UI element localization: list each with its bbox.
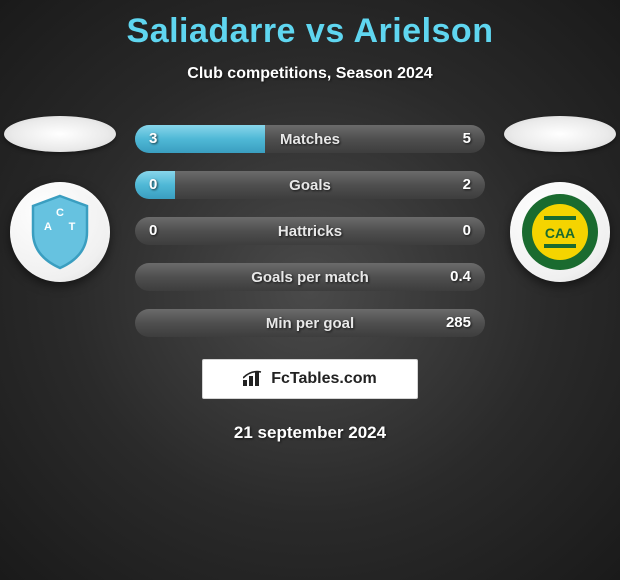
stat-row: 0 Hattricks 0: [135, 217, 485, 245]
subtitle: Club competitions, Season 2024: [0, 65, 620, 83]
crest-letter-a: A: [44, 221, 52, 233]
badge-stripe-2: [544, 244, 576, 248]
brand-name: FcTables.com: [271, 370, 377, 388]
stat-row: 3 Matches 5: [135, 125, 485, 153]
crest-letter-c: C: [56, 207, 64, 219]
stat-value-left: 3: [149, 125, 157, 153]
round-badge-icon: CAA: [518, 190, 602, 274]
left-club-crest: C A T: [10, 182, 110, 282]
page-title: Saliadarre vs Arielson: [0, 12, 620, 51]
stat-label: Goals per match: [251, 269, 369, 286]
stat-label: Hattricks: [278, 223, 342, 240]
left-badge-column: C A T: [0, 116, 130, 282]
stat-value-left: 0: [149, 217, 157, 245]
stat-row: Goals per match 0.4: [135, 263, 485, 291]
stat-label: Goals: [289, 177, 331, 194]
vs-separator: vs: [306, 12, 345, 50]
date-text: 21 september 2024: [0, 423, 620, 443]
crest-letter-t: T: [69, 221, 76, 233]
brand-box[interactable]: FcTables.com: [202, 359, 418, 399]
stat-value-right: 0: [463, 217, 471, 245]
stat-value-right: 2: [463, 171, 471, 199]
right-country-flag: [504, 116, 616, 152]
left-country-flag: [4, 116, 116, 152]
stat-value-right: 5: [463, 125, 471, 153]
right-badge-column: CAA: [490, 116, 620, 282]
stat-value-right: 0.4: [450, 263, 471, 291]
badge-stripe-1: [544, 216, 576, 220]
stat-label: Matches: [280, 131, 340, 148]
comparison-card: Saliadarre vs Arielson Club competitions…: [0, 0, 620, 580]
player1-name: Saliadarre: [127, 12, 296, 50]
player2-name: Arielson: [353, 12, 493, 50]
bar-chart-icon: [243, 370, 265, 388]
stat-value-left: 0: [149, 171, 157, 199]
right-club-crest: CAA: [510, 182, 610, 282]
stat-label: Min per goal: [266, 315, 354, 332]
stat-row: 0 Goals 2: [135, 171, 485, 199]
stat-row: Min per goal 285: [135, 309, 485, 337]
badge-letters: CAA: [545, 225, 575, 241]
stat-value-right: 285: [446, 309, 471, 337]
shield-icon: C A T: [25, 192, 95, 272]
